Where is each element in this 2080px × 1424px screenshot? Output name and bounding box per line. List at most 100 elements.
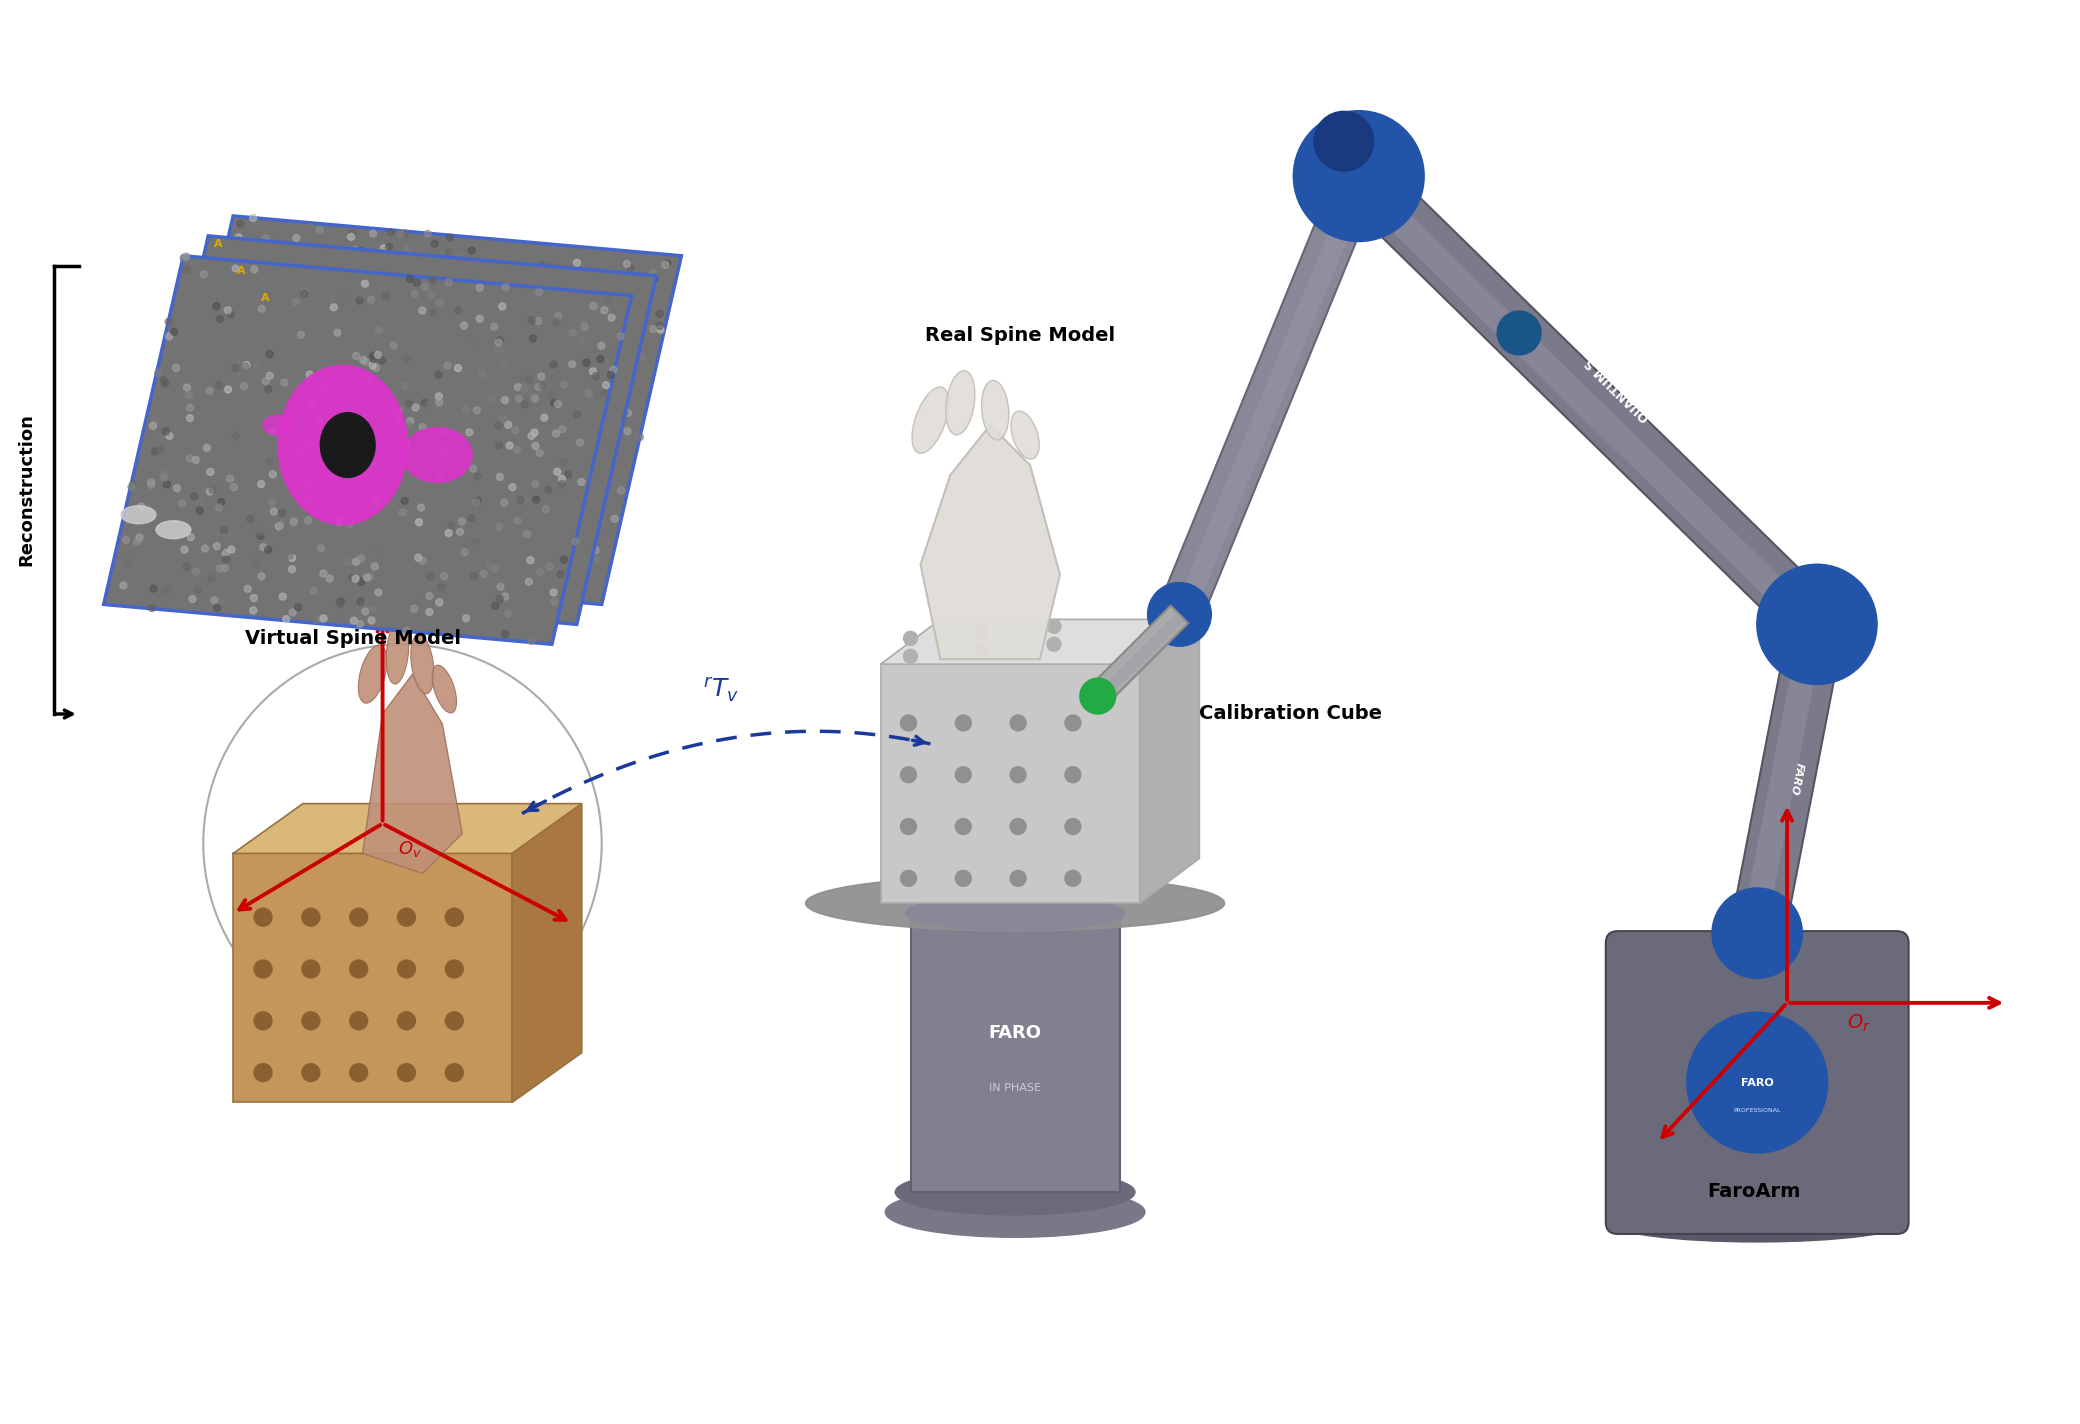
Circle shape — [410, 431, 416, 439]
Circle shape — [530, 335, 537, 342]
Polygon shape — [1159, 168, 1379, 622]
Circle shape — [655, 322, 664, 329]
Circle shape — [489, 518, 495, 525]
Ellipse shape — [805, 876, 1225, 931]
Circle shape — [401, 231, 410, 236]
Circle shape — [630, 360, 636, 366]
Circle shape — [333, 527, 339, 534]
Circle shape — [903, 649, 917, 664]
Circle shape — [297, 332, 304, 339]
Circle shape — [270, 373, 279, 380]
Circle shape — [185, 547, 191, 554]
Circle shape — [358, 248, 364, 255]
Circle shape — [443, 362, 451, 369]
Circle shape — [297, 531, 304, 538]
Circle shape — [601, 306, 607, 313]
Circle shape — [553, 319, 560, 326]
Circle shape — [574, 285, 582, 292]
Circle shape — [491, 565, 497, 572]
Circle shape — [370, 352, 376, 359]
Circle shape — [501, 283, 510, 290]
Circle shape — [1065, 819, 1082, 834]
Circle shape — [345, 513, 354, 520]
Circle shape — [535, 383, 543, 390]
Circle shape — [549, 590, 557, 597]
Circle shape — [414, 581, 420, 588]
Circle shape — [193, 568, 200, 575]
Circle shape — [231, 484, 237, 491]
Circle shape — [414, 554, 422, 561]
Circle shape — [395, 407, 404, 414]
Circle shape — [526, 578, 532, 585]
Circle shape — [433, 524, 439, 531]
Circle shape — [578, 360, 584, 367]
Circle shape — [562, 382, 568, 387]
Circle shape — [503, 446, 510, 451]
Circle shape — [603, 449, 609, 456]
Circle shape — [532, 480, 539, 487]
Circle shape — [593, 506, 601, 513]
Circle shape — [270, 424, 279, 431]
Circle shape — [252, 275, 258, 282]
Circle shape — [235, 234, 241, 241]
Circle shape — [607, 349, 614, 356]
Circle shape — [597, 342, 605, 349]
Circle shape — [289, 470, 297, 477]
Circle shape — [233, 433, 239, 440]
Circle shape — [495, 524, 503, 530]
Circle shape — [595, 413, 603, 420]
Circle shape — [171, 329, 177, 336]
Circle shape — [354, 312, 360, 319]
Circle shape — [1046, 638, 1061, 651]
Circle shape — [352, 558, 360, 565]
Circle shape — [428, 439, 435, 446]
Circle shape — [223, 550, 229, 557]
Circle shape — [439, 308, 445, 315]
Circle shape — [302, 580, 308, 587]
Circle shape — [166, 433, 173, 440]
Circle shape — [605, 329, 612, 336]
Circle shape — [196, 498, 202, 506]
Circle shape — [491, 602, 499, 609]
Circle shape — [549, 531, 557, 537]
Circle shape — [576, 531, 582, 538]
Circle shape — [528, 433, 535, 440]
Circle shape — [295, 262, 302, 269]
Circle shape — [532, 433, 541, 440]
Circle shape — [372, 365, 381, 372]
Circle shape — [424, 594, 431, 601]
Circle shape — [364, 533, 370, 540]
Circle shape — [618, 487, 624, 494]
Circle shape — [557, 507, 566, 514]
Circle shape — [435, 372, 443, 379]
Circle shape — [293, 457, 300, 464]
Circle shape — [414, 290, 420, 298]
Circle shape — [356, 621, 364, 628]
Circle shape — [266, 528, 275, 535]
Circle shape — [187, 456, 193, 463]
Circle shape — [331, 471, 337, 478]
Circle shape — [302, 266, 308, 273]
Circle shape — [426, 574, 435, 581]
Circle shape — [470, 466, 476, 473]
Circle shape — [955, 766, 971, 783]
Circle shape — [1065, 870, 1082, 886]
Circle shape — [312, 459, 320, 466]
Circle shape — [314, 617, 320, 624]
Circle shape — [401, 459, 410, 466]
Circle shape — [564, 471, 572, 478]
Polygon shape — [362, 674, 462, 873]
Circle shape — [212, 286, 220, 293]
Circle shape — [362, 500, 370, 507]
Circle shape — [268, 427, 277, 434]
Circle shape — [210, 486, 216, 493]
Circle shape — [254, 558, 260, 565]
Text: FaroArm: FaroArm — [1708, 1182, 1801, 1202]
Circle shape — [335, 518, 343, 525]
Circle shape — [547, 501, 553, 508]
Circle shape — [649, 326, 657, 333]
Circle shape — [304, 362, 310, 367]
Circle shape — [1065, 766, 1082, 783]
Circle shape — [404, 441, 410, 449]
Circle shape — [595, 392, 601, 399]
